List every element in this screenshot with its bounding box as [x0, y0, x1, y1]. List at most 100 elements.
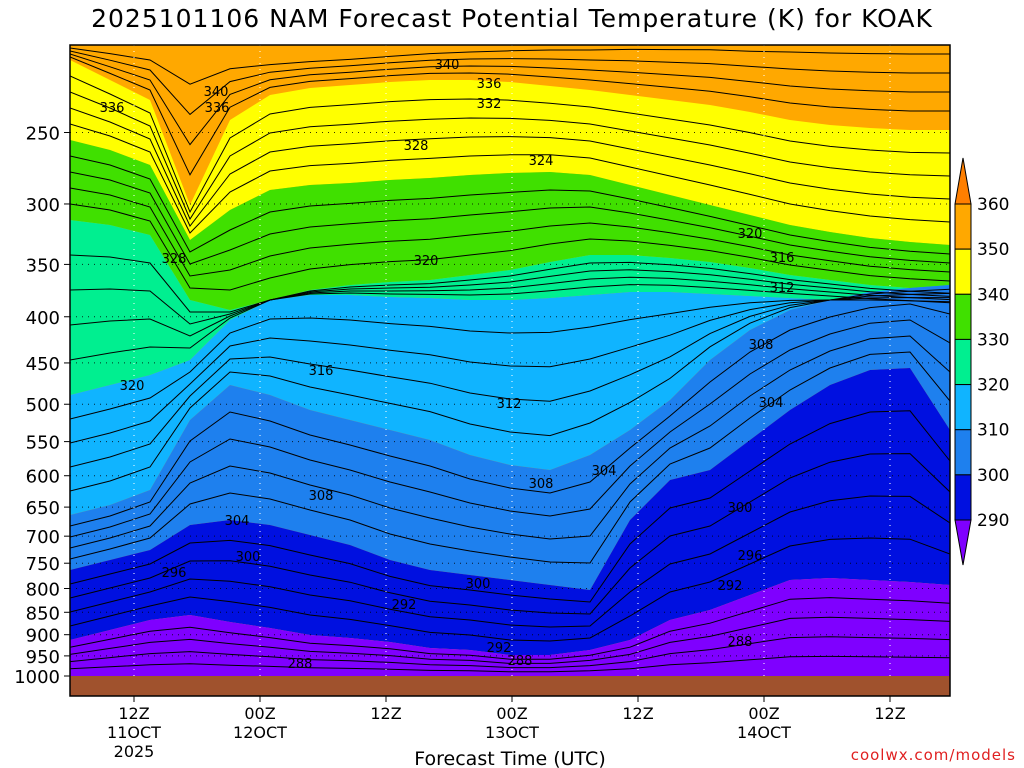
y-tick-label: 850 — [26, 603, 60, 624]
contour-line — [70, 276, 950, 337]
colorbar-bin — [954, 474, 972, 521]
contour-label: 316 — [309, 364, 334, 379]
contour-label: 340 — [204, 85, 229, 100]
y-tick-label: 800 — [26, 580, 60, 601]
contour-label: 328 — [162, 252, 187, 267]
contour-line — [70, 636, 950, 669]
contour-line — [70, 299, 950, 420]
contour-label: 308 — [749, 338, 774, 353]
y-tick-label: 300 — [26, 195, 60, 216]
contour-label: 292 — [718, 579, 743, 594]
contour-label: 304 — [759, 396, 784, 411]
fill-region-lightblue — [70, 285, 950, 515]
contour-line — [70, 123, 950, 234]
y-tick-label: 900 — [26, 626, 60, 647]
contour-label: 296 — [162, 566, 187, 581]
plot-frame — [69, 44, 951, 697]
x-tick-label: 00Z — [748, 704, 779, 723]
contour-line — [70, 297, 950, 444]
x-tick-label: 12OCT — [233, 723, 287, 742]
chart-title: 2025101106 NAM Forecast Potential Temper… — [91, 4, 933, 33]
contour-label: 288 — [288, 657, 313, 672]
contour-label: 336 — [205, 101, 230, 116]
contour-line — [70, 453, 950, 615]
contour-label: 304 — [592, 464, 617, 479]
colorbar-bin — [954, 248, 972, 295]
contour-line — [70, 254, 950, 313]
y-tick-label: 600 — [26, 467, 60, 488]
x-tick-label: 13OCT — [485, 723, 539, 742]
contour-label: 304 — [225, 514, 250, 529]
contour-line — [70, 597, 950, 660]
colorbar-bin — [954, 293, 972, 340]
contour-label: 332 — [477, 97, 502, 112]
contour-line — [70, 319, 950, 538]
contour-label: 336 — [100, 101, 125, 116]
ground-band — [70, 676, 950, 696]
contour-label: 296 — [738, 549, 763, 564]
colorbar-label: 360 — [977, 195, 1009, 215]
y-tick-label: 750 — [26, 554, 60, 575]
contour-label: 300 — [728, 501, 753, 516]
colorbar-label: 350 — [977, 240, 1009, 260]
contour-label: 320 — [738, 227, 763, 242]
contour-label: 328 — [404, 139, 429, 154]
contour-line — [70, 187, 950, 277]
y-tick-label: 400 — [26, 308, 60, 329]
y-tick-label: 700 — [26, 527, 60, 548]
colorbar-bin — [954, 384, 972, 431]
colorbar-bottom-arrow — [954, 519, 972, 566]
y-tick-label: 950 — [26, 647, 60, 668]
colorbar-bin — [954, 203, 972, 250]
fill-region-purple — [70, 578, 950, 676]
contour-line — [70, 171, 950, 265]
contour-line — [70, 75, 950, 214]
contour-label: 312 — [497, 397, 522, 412]
x-tick-label: 12Z — [370, 704, 401, 723]
contour-line — [70, 50, 950, 116]
contour-line — [70, 303, 950, 527]
contour-line — [70, 292, 950, 468]
x-tick-label: 14OCT — [737, 723, 791, 742]
colorbar-top-arrow — [954, 157, 972, 205]
x-tick-label: 12Z — [622, 704, 653, 723]
contour-line — [70, 351, 950, 564]
contour-line — [70, 284, 950, 361]
colorbar-bin — [954, 338, 972, 386]
contour-line — [70, 107, 950, 227]
contour-label: 292 — [487, 641, 512, 656]
fill-region-yellow — [70, 60, 950, 245]
contour-line — [70, 537, 950, 642]
x-tick-label: 00Z — [496, 704, 527, 723]
x-tick-label: 12Z — [874, 704, 905, 723]
x-tick-label: 12Z — [118, 704, 149, 723]
colorbar-label: 300 — [977, 466, 1009, 486]
contour-label: 340 — [435, 58, 460, 73]
y-tick-label: 250 — [26, 123, 60, 144]
contour-label: 288 — [508, 654, 533, 669]
fill-region-blue — [70, 368, 950, 655]
contour-line — [70, 269, 950, 325]
fill-region-green — [70, 140, 950, 310]
credit-text: coolwx.com/models — [850, 746, 1016, 764]
contour-label: 300 — [236, 550, 261, 565]
contour-line — [70, 91, 950, 221]
y-tick-label: 500 — [26, 395, 60, 416]
colorbar-label: 340 — [977, 285, 1009, 305]
fill-region-midblue — [70, 285, 950, 590]
contour-line — [70, 616, 950, 664]
x-axis-label: Forecast Time (UTC) — [414, 748, 605, 768]
contour-line — [70, 410, 950, 603]
contour-label: 308 — [309, 489, 334, 504]
x-tick-label: 11OCT — [107, 723, 161, 742]
contour-label: 288 — [728, 635, 753, 650]
contour-label: 336 — [477, 77, 502, 92]
contour-label: 300 — [466, 577, 491, 592]
contour-label: 312 — [770, 281, 795, 296]
contour-label: 308 — [529, 477, 554, 492]
contour-label: 320 — [120, 379, 145, 394]
y-tick-label: 650 — [26, 498, 60, 519]
colorbar-label: 320 — [977, 376, 1009, 396]
contour-label: 320 — [414, 254, 439, 269]
contour-line — [70, 203, 950, 291]
